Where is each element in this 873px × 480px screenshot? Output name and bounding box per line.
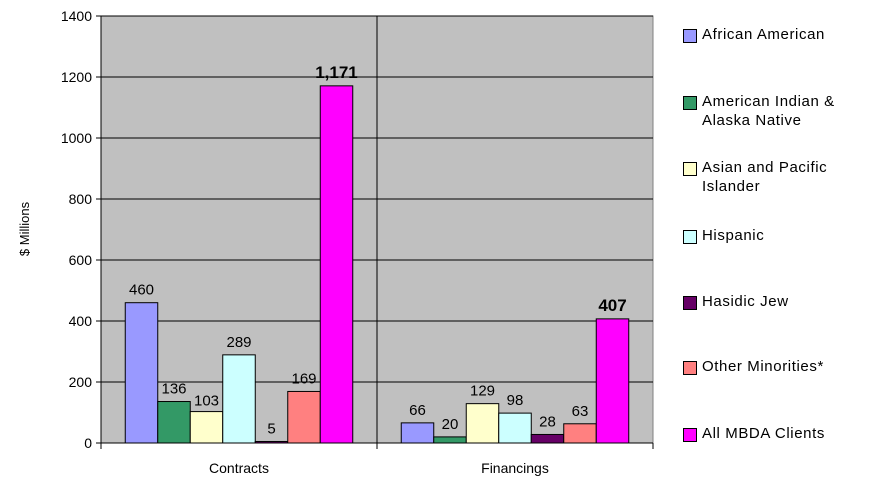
- legend-label: Asian and Pacific Islander: [702, 159, 828, 195]
- bar: [189, 411, 224, 444]
- bar: [530, 433, 565, 444]
- bar: [595, 318, 630, 444]
- data-label: 98: [507, 392, 524, 409]
- data-label: 129: [470, 383, 495, 400]
- bar: [222, 354, 256, 444]
- data-label: 407: [598, 296, 626, 315]
- data-label: 66: [409, 402, 426, 419]
- y-tick-label: 800: [69, 191, 93, 207]
- legend-label: American Indian & Alaska Native: [702, 93, 835, 129]
- bar: [157, 401, 191, 444]
- bar: [465, 403, 500, 444]
- y-tick-label: 1000: [61, 130, 92, 146]
- legend-swatch: [683, 96, 697, 110]
- legend-swatch: [683, 296, 697, 310]
- y-tick-label: 1400: [61, 8, 92, 24]
- bar: [498, 412, 532, 444]
- data-labels: 460 136 103 289 5 169 1,171 66 20 129 98 28 63 407: [129, 63, 627, 438]
- legend-label: Hispanic: [702, 227, 765, 244]
- bar: [124, 302, 159, 444]
- legend-item: Asian and Pacific Islander: [683, 158, 873, 196]
- data-label: 289: [226, 334, 251, 351]
- y-axis-ticks: 0 200 400 600 800 1000 1200 1400: [61, 8, 101, 451]
- legend-item: African American: [683, 25, 873, 44]
- bar: [287, 390, 321, 444]
- legend-item: American Indian & Alaska Native: [683, 92, 873, 130]
- legend-label: Hasidic Jew: [702, 293, 789, 310]
- data-label: 103: [194, 393, 219, 410]
- x-tick-label: Financings: [481, 460, 549, 476]
- legend-swatch: [683, 230, 697, 244]
- legend-item: Hispanic: [683, 226, 873, 245]
- legend: African American American Indian & Alaska…: [683, 0, 873, 480]
- bar: [433, 436, 467, 444]
- bar-chart: 460 136 103 289 5 169 1,171 66 20 129 98 28 63 407 0 2…: [17, 8, 654, 476]
- legend-label: All MBDA Clients: [702, 425, 825, 442]
- legend-item: Other Minorities*: [683, 357, 873, 376]
- data-label: 136: [161, 381, 186, 398]
- y-tick-label: 0: [84, 435, 92, 451]
- x-axis-ticks: Contracts Financings: [100, 443, 654, 476]
- data-label: 20: [442, 416, 459, 433]
- data-label: 1,171: [315, 63, 358, 82]
- legend-item: All MBDA Clients: [683, 424, 873, 443]
- legend-swatch: [683, 162, 697, 176]
- y-tick-label: 1200: [61, 69, 92, 85]
- y-tick-label: 200: [69, 374, 93, 390]
- legend-swatch: [683, 361, 697, 375]
- bars: [124, 85, 630, 444]
- data-label: 169: [291, 370, 316, 387]
- bar: [319, 85, 354, 444]
- data-label: 5: [267, 420, 275, 437]
- legend-swatch: [683, 428, 697, 442]
- bar: [563, 423, 597, 444]
- y-tick-label: 600: [69, 252, 93, 268]
- data-label: 28: [539, 413, 556, 430]
- y-axis-label: $ Millions: [17, 201, 32, 256]
- data-label: 460: [129, 282, 154, 299]
- y-tick-label: 400: [69, 313, 93, 329]
- x-tick-label: Contracts: [209, 460, 269, 476]
- legend-label: Other Minorities*: [702, 358, 824, 375]
- legend-item: Hasidic Jew: [683, 292, 873, 311]
- bar: [400, 422, 435, 444]
- data-label: 63: [572, 403, 589, 420]
- legend-label: African American: [702, 26, 825, 43]
- legend-swatch: [683, 29, 697, 43]
